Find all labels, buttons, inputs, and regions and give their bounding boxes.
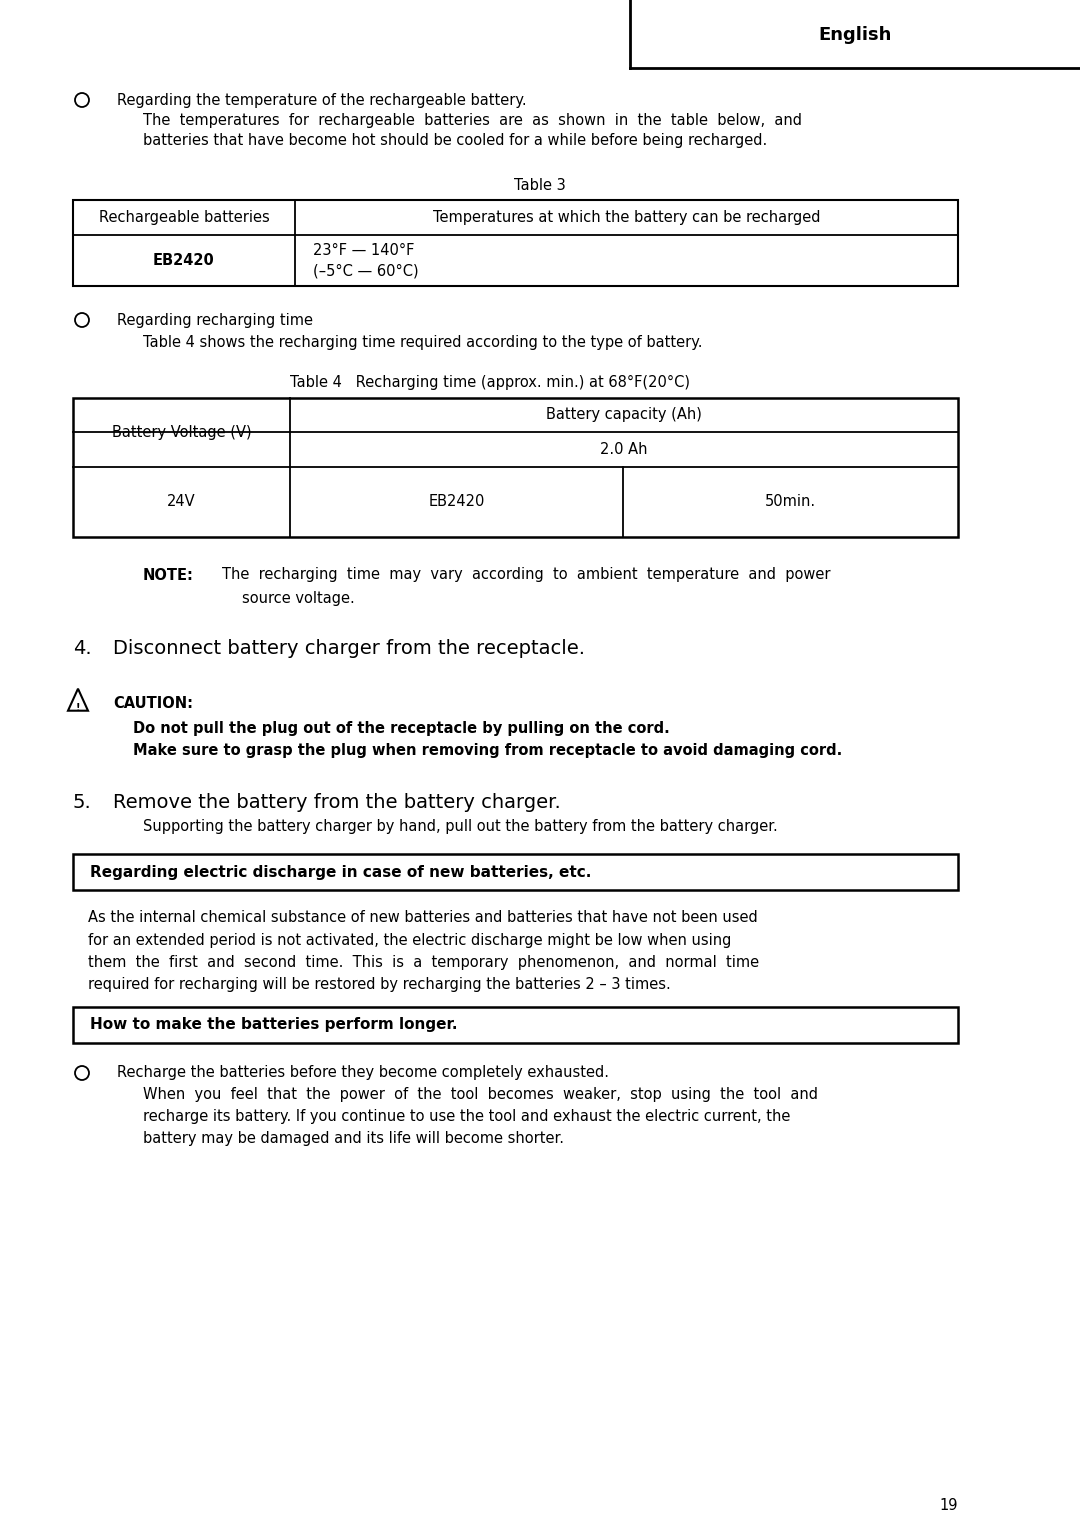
Text: them  the  first  and  second  time.  This  is  a  temporary  phenomenon,  and  : them the first and second time. This is … [87, 954, 759, 969]
Text: Battery capacity (Ah): Battery capacity (Ah) [546, 408, 702, 422]
Text: Temperatures at which the battery can be recharged: Temperatures at which the battery can be… [433, 209, 820, 225]
Text: Rechargeable batteries: Rechargeable batteries [98, 209, 269, 225]
Text: Regarding the temperature of the rechargeable battery.: Regarding the temperature of the recharg… [117, 92, 527, 107]
Text: 23°F — 140°F: 23°F — 140°F [313, 243, 415, 258]
Text: 4.: 4. [73, 639, 92, 657]
Bar [73, 855, 958, 890]
Text: Make sure to grasp the plug when removing from receptacle to avoid damaging cord: Make sure to grasp the plug when removin… [133, 743, 842, 757]
Text: CAUTION:: CAUTION: [113, 696, 193, 711]
Text: !: ! [76, 703, 80, 713]
Text: The  temperatures  for  rechargeable  batteries  are  as  shown  in  the  table : The temperatures for rechargeable batter… [143, 113, 802, 127]
Text: 2.0 Ah: 2.0 Ah [600, 442, 648, 457]
Text: 5.: 5. [73, 794, 92, 812]
Text: NOTE:: NOTE: [143, 567, 194, 583]
Text: Regarding recharging time: Regarding recharging time [117, 312, 313, 327]
Bar [73, 398, 958, 537]
Text: 50min.: 50min. [765, 494, 816, 509]
Text: As the internal chemical substance of new batteries and batteries that have not : As the internal chemical substance of ne… [87, 910, 758, 925]
Text: batteries that have become hot should be cooled for a while before being recharg: batteries that have become hot should be… [143, 133, 767, 147]
Text: source voltage.: source voltage. [242, 590, 354, 605]
Text: English: English [819, 26, 892, 44]
Text: The  recharging  time  may  vary  according  to  ambient  temperature  and  powe: The recharging time may vary according t… [222, 567, 831, 583]
Bar [73, 200, 958, 286]
Text: Table 4 shows the recharging time required according to the type of battery.: Table 4 shows the recharging time requir… [143, 335, 702, 350]
Text: required for recharging will be restored by recharging the batteries 2 – 3 times: required for recharging will be restored… [87, 977, 671, 991]
Text: 19: 19 [940, 1497, 958, 1512]
Text: Supporting the battery charger by hand, pull out the battery from the battery ch: Supporting the battery charger by hand, … [143, 818, 778, 833]
Text: EB2420: EB2420 [429, 494, 485, 509]
Text: How to make the batteries perform longer.: How to make the batteries perform longer… [90, 1017, 458, 1032]
Text: for an extended period is not activated, the electric discharge might be low whe: for an extended period is not activated,… [87, 933, 731, 948]
Text: Table 4   Recharging time (approx. min.) at 68°F(20°C): Table 4 Recharging time (approx. min.) a… [291, 375, 690, 390]
Text: Remove the battery from the battery charger.: Remove the battery from the battery char… [113, 794, 561, 812]
Bar [73, 1008, 958, 1043]
Text: Disconnect battery charger from the receptacle.: Disconnect battery charger from the rece… [113, 639, 585, 657]
Text: battery may be damaged and its life will become shorter.: battery may be damaged and its life will… [143, 1131, 564, 1147]
Text: Battery Voltage (V): Battery Voltage (V) [111, 425, 252, 440]
Text: Recharge the batteries before they become completely exhausted.: Recharge the batteries before they becom… [117, 1066, 609, 1081]
Text: recharge its battery. If you continue to use the tool and exhaust the electric c: recharge its battery. If you continue to… [143, 1110, 791, 1124]
Text: Regarding electric discharge in case of new batteries, etc.: Regarding electric discharge in case of … [90, 864, 592, 879]
Text: (–5°C — 60°C): (–5°C — 60°C) [313, 263, 419, 278]
Text: When  you  feel  that  the  power  of  the  tool  becomes  weaker,  stop  using : When you feel that the power of the tool… [143, 1087, 818, 1102]
Text: EB2420: EB2420 [153, 252, 215, 268]
Text: Table 3: Table 3 [514, 177, 566, 193]
Text: 24V: 24V [167, 494, 195, 509]
Text: Do not pull the plug out of the receptacle by pulling on the cord.: Do not pull the plug out of the receptac… [133, 720, 670, 735]
